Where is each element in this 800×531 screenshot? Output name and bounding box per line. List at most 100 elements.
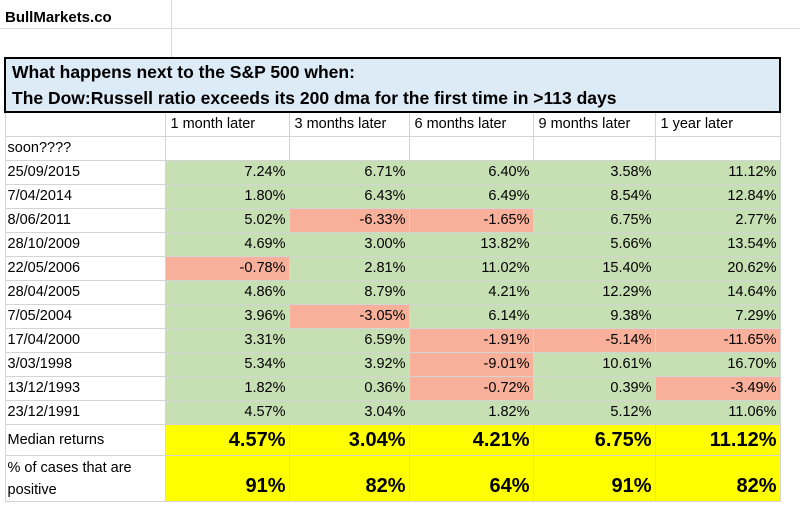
return-cell[interactable]: -3.05% [288,304,410,329]
return-cell[interactable]: 6.71% [288,160,410,185]
return-cell[interactable]: 4.57% [164,400,290,425]
table-row: 13/12/1993 1.82% 0.36% -0.72% 0.39% -3.49% [4,376,781,401]
median-cell[interactable]: 4.57% [164,424,290,456]
header-3-months[interactable]: 3 months later [288,111,410,137]
header-1-year[interactable]: 1 year later [654,111,781,137]
return-cell[interactable]: 1.80% [164,184,290,209]
median-cell[interactable]: 6.75% [532,424,656,456]
return-cell[interactable]: 6.49% [408,184,534,209]
median-cell[interactable]: 4.21% [408,424,534,456]
date-cell[interactable]: 25/09/2015 [4,160,166,185]
return-cell[interactable]: 9.38% [532,304,656,329]
return-cell[interactable]: 10.61% [532,352,656,377]
median-label[interactable]: Median returns [4,424,166,456]
date-cell[interactable]: 22/05/2006 [4,256,166,281]
return-cell[interactable]: -0.78% [164,256,290,281]
return-cell[interactable]: 3.92% [288,352,410,377]
return-cell[interactable]: 8.54% [532,184,656,209]
return-cell[interactable]: 11.06% [654,400,781,425]
table-title[interactable]: What happens next to the S&P 500 when: T… [4,57,781,113]
positive-cell[interactable]: 64% [408,455,534,502]
header-row: 1 month later 3 months later 6 months la… [4,111,781,137]
header-1-month[interactable]: 1 month later [164,111,290,137]
header-6-months[interactable]: 6 months later [408,111,534,137]
return-cell[interactable]: 6.75% [532,208,656,233]
return-cell[interactable]: 5.02% [164,208,290,233]
positive-label[interactable]: % of cases that are positive [4,455,166,502]
positive-cell[interactable]: 82% [288,455,410,502]
return-cell[interactable]: 3.58% [532,160,656,185]
return-cell[interactable]: 5.66% [532,232,656,257]
table-row: 28/04/2005 4.86% 8.79% 4.21% 12.29% 14.64% [4,280,781,305]
return-cell[interactable]: 12.84% [654,184,781,209]
return-cell[interactable]: -9.01% [408,352,534,377]
return-cell[interactable]: 2.77% [654,208,781,233]
return-cell[interactable]: 5.34% [164,352,290,377]
date-cell[interactable]: 3/03/1998 [4,352,166,377]
table-row: 7/05/2004 3.96% -3.05% 6.14% 9.38% 7.29% [4,304,781,329]
return-cell[interactable]: 3.04% [288,400,410,425]
date-cell[interactable]: 7/05/2004 [4,304,166,329]
return-cell[interactable]: 16.70% [654,352,781,377]
positive-row: % of cases that are positive 91% 82% 64% 91% 8… [4,455,781,502]
cell[interactable] [164,136,290,161]
title-line-1: What happens next to the S&P 500 when: [12,62,355,82]
return-cell[interactable]: 2.81% [288,256,410,281]
return-cell[interactable]: 0.39% [532,376,656,401]
return-cell[interactable]: 14.64% [654,280,781,305]
return-cell[interactable]: 1.82% [408,400,534,425]
return-cell[interactable]: 12.29% [532,280,656,305]
return-cell[interactable]: 4.69% [164,232,290,257]
date-cell[interactable]: 28/04/2005 [4,280,166,305]
cell[interactable] [288,136,410,161]
positive-cell[interactable]: 82% [654,455,781,502]
return-cell[interactable]: 15.40% [532,256,656,281]
return-cell[interactable]: -11.65% [654,328,781,353]
date-cell[interactable]: 17/04/2000 [4,328,166,353]
date-cell[interactable]: 13/12/1993 [4,376,166,401]
date-cell[interactable]: 8/06/2011 [4,208,166,233]
return-cell[interactable]: -1.65% [408,208,534,233]
return-cell[interactable]: 8.79% [288,280,410,305]
table-row: 22/05/2006 -0.78% 2.81% 11.02% 15.40% 20.62% [4,256,781,281]
table-row: 17/04/2000 3.31% 6.59% -1.91% -5.14% -11.65% [4,328,781,353]
return-cell[interactable]: -0.72% [408,376,534,401]
return-cell[interactable]: 6.43% [288,184,410,209]
return-cell[interactable]: 11.02% [408,256,534,281]
return-cell[interactable]: 6.14% [408,304,534,329]
return-cell[interactable]: 13.54% [654,232,781,257]
positive-cell[interactable]: 91% [532,455,656,502]
return-cell[interactable]: -3.49% [654,376,781,401]
median-cell[interactable]: 3.04% [288,424,410,456]
date-cell[interactable]: 28/10/2009 [4,232,166,257]
brand-label[interactable]: BullMarkets.co [5,9,112,26]
return-cell[interactable]: 20.62% [654,256,781,281]
header-cell-empty[interactable] [4,111,166,137]
cell[interactable] [654,136,781,161]
return-cell[interactable]: 1.82% [164,376,290,401]
return-cell[interactable]: 4.86% [164,280,290,305]
return-cell[interactable]: -5.14% [532,328,656,353]
header-9-months[interactable]: 9 months later [532,111,656,137]
cell[interactable] [408,136,534,161]
return-cell[interactable]: 6.40% [408,160,534,185]
return-cell[interactable]: -6.33% [288,208,410,233]
return-cell[interactable]: 6.59% [288,328,410,353]
return-cell[interactable]: 3.31% [164,328,290,353]
return-cell[interactable]: 7.24% [164,160,290,185]
return-cell[interactable]: 11.12% [654,160,781,185]
positive-cell[interactable]: 91% [164,455,290,502]
return-cell[interactable]: 7.29% [654,304,781,329]
return-cell[interactable]: -1.91% [408,328,534,353]
soon-label[interactable]: soon???? [4,136,166,161]
return-cell[interactable]: 3.00% [288,232,410,257]
return-cell[interactable]: 13.82% [408,232,534,257]
cell[interactable] [532,136,656,161]
median-cell[interactable]: 11.12% [654,424,781,456]
return-cell[interactable]: 0.36% [288,376,410,401]
date-cell[interactable]: 23/12/1991 [4,400,166,425]
return-cell[interactable]: 5.12% [532,400,656,425]
return-cell[interactable]: 4.21% [408,280,534,305]
return-cell[interactable]: 3.96% [164,304,290,329]
date-cell[interactable]: 7/04/2014 [4,184,166,209]
